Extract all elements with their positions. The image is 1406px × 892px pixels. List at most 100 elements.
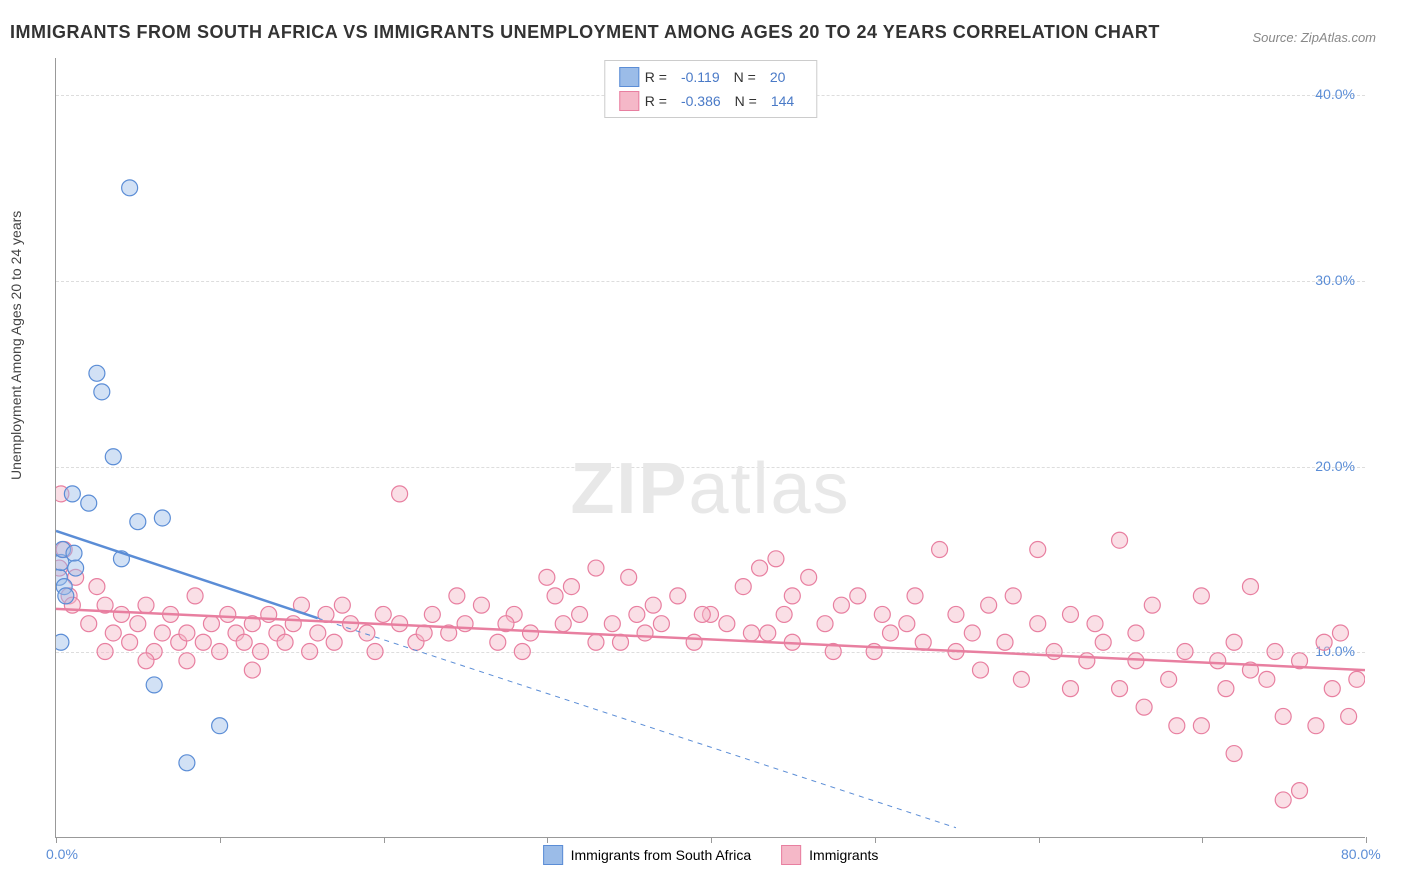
data-point: [694, 606, 710, 622]
data-point: [449, 588, 465, 604]
data-point: [179, 755, 195, 771]
data-point: [523, 625, 539, 641]
y-axis-label: Unemployment Among Ages 20 to 24 years: [8, 211, 24, 480]
chart-plot-area: ZIPatlas R = -0.119 N = 20 R = -0.386 N …: [55, 58, 1365, 838]
n-value-sa: 20: [762, 69, 794, 85]
data-point: [195, 634, 211, 650]
data-point: [64, 486, 80, 502]
series-legend: Immigrants from South Africa Immigrants: [543, 845, 879, 865]
data-point: [1046, 644, 1062, 660]
data-point: [572, 606, 588, 622]
r-label: R =: [645, 69, 667, 85]
data-point: [1332, 625, 1348, 641]
data-point: [97, 644, 113, 660]
data-point: [817, 616, 833, 632]
data-point: [89, 579, 105, 595]
data-point: [179, 653, 195, 669]
data-point: [138, 597, 154, 613]
data-point: [392, 486, 408, 502]
data-point: [1226, 634, 1242, 650]
data-point: [94, 384, 110, 400]
data-point: [735, 579, 751, 595]
data-point: [1087, 616, 1103, 632]
data-point: [563, 579, 579, 595]
data-point: [1349, 671, 1365, 687]
data-point: [1136, 699, 1152, 715]
trend-line-extrapolated: [318, 618, 956, 828]
data-point: [1030, 616, 1046, 632]
stats-legend: R = -0.119 N = 20 R = -0.386 N = 144: [604, 60, 817, 118]
r-value-imm: -0.386: [673, 93, 729, 109]
data-point: [302, 644, 318, 660]
data-point: [367, 644, 383, 660]
data-point: [1259, 671, 1275, 687]
data-point: [645, 597, 661, 613]
data-point: [915, 634, 931, 650]
data-point: [1112, 681, 1128, 697]
data-point: [244, 662, 260, 678]
data-point: [768, 551, 784, 567]
data-point: [310, 625, 326, 641]
data-point: [179, 625, 195, 641]
data-point: [621, 569, 637, 585]
data-point: [375, 606, 391, 622]
data-point: [784, 588, 800, 604]
data-point: [1005, 588, 1021, 604]
swatch-imm: [619, 91, 639, 111]
data-point: [122, 634, 138, 650]
scatter-plot-svg: [56, 58, 1365, 837]
data-point: [1030, 542, 1046, 558]
n-label: N =: [734, 69, 756, 85]
legend-item-imm: Immigrants: [781, 845, 878, 865]
data-point: [1218, 681, 1234, 697]
data-point: [253, 644, 269, 660]
r-label: R =: [645, 93, 667, 109]
data-point: [801, 569, 817, 585]
data-point: [752, 560, 768, 576]
data-point: [212, 718, 228, 734]
data-point: [997, 634, 1013, 650]
data-point: [686, 634, 702, 650]
data-point: [81, 495, 97, 511]
data-point: [1292, 783, 1308, 799]
data-point: [334, 597, 350, 613]
data-point: [1324, 681, 1340, 697]
data-point: [66, 545, 82, 561]
data-point: [1062, 681, 1078, 697]
x-tick-label: 0.0%: [46, 846, 78, 862]
data-point: [948, 606, 964, 622]
data-point: [1144, 597, 1160, 613]
data-point: [1112, 532, 1128, 548]
data-point: [1095, 634, 1111, 650]
n-value-imm: 144: [763, 93, 802, 109]
data-point: [932, 542, 948, 558]
data-point: [1193, 588, 1209, 604]
data-point: [833, 597, 849, 613]
data-point: [68, 560, 84, 576]
data-point: [1341, 708, 1357, 724]
data-point: [58, 588, 74, 604]
data-point: [1275, 792, 1291, 808]
data-point: [1062, 606, 1078, 622]
data-point: [1267, 644, 1283, 660]
chart-title: IMMIGRANTS FROM SOUTH AFRICA VS IMMIGRAN…: [10, 22, 1160, 43]
data-point: [653, 616, 669, 632]
legend-row-imm: R = -0.386 N = 144: [619, 89, 802, 113]
data-point: [359, 625, 375, 641]
data-point: [1079, 653, 1095, 669]
data-point: [547, 588, 563, 604]
data-point: [138, 653, 154, 669]
data-point: [473, 597, 489, 613]
data-point: [105, 449, 121, 465]
data-point: [760, 625, 776, 641]
n-label: N =: [735, 93, 757, 109]
data-point: [1193, 718, 1209, 734]
data-point: [629, 606, 645, 622]
data-point: [882, 625, 898, 641]
data-point: [604, 616, 620, 632]
data-point: [588, 634, 604, 650]
data-point: [981, 597, 997, 613]
data-point: [1210, 653, 1226, 669]
data-point: [1161, 671, 1177, 687]
data-point: [1275, 708, 1291, 724]
